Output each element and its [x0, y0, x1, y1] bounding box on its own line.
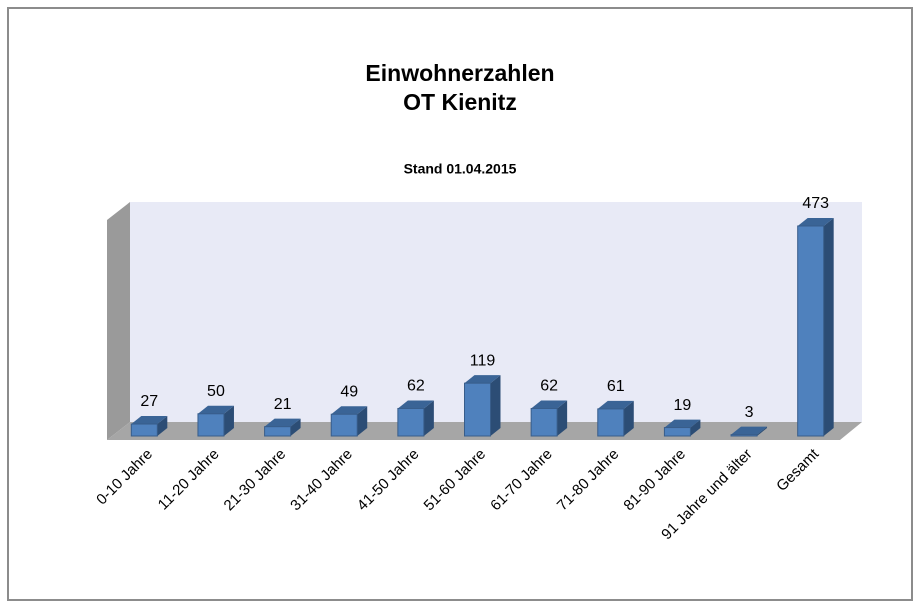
bar	[730, 426, 768, 437]
bar-face	[531, 400, 568, 409]
bar	[130, 416, 168, 437]
back-wall	[130, 202, 862, 422]
bar-face	[597, 400, 634, 409]
bar-face	[597, 408, 625, 437]
bar-face	[664, 419, 701, 428]
bar-face	[397, 400, 434, 409]
bar-face	[264, 426, 292, 437]
value-label: 49	[340, 383, 358, 400]
bar-face	[464, 375, 501, 384]
value-label: 50	[207, 383, 225, 400]
bar-face	[731, 426, 768, 435]
value-label: 62	[540, 378, 558, 395]
bar-face	[797, 217, 834, 226]
bar-face	[623, 400, 634, 436]
bar-face	[264, 418, 301, 427]
value-label: 21	[274, 396, 292, 413]
bar-face	[130, 423, 158, 437]
value-label: 473	[802, 195, 829, 212]
bar	[197, 405, 234, 437]
bar-face	[397, 407, 425, 437]
bar-face	[690, 419, 701, 436]
bar-face	[730, 434, 758, 437]
bar	[330, 406, 368, 437]
value-label: 61	[607, 378, 625, 395]
bar-face	[223, 405, 234, 436]
value-label: 62	[407, 378, 425, 395]
value-label: 119	[470, 352, 496, 369]
bar	[264, 418, 301, 437]
chart-subtitle: Stand 01.04.2015	[404, 161, 517, 177]
bar-face	[330, 413, 358, 437]
bar-face	[757, 426, 768, 436]
chart-title: OT Kienitz	[403, 89, 517, 115]
bar-face	[197, 405, 234, 414]
bar-face	[823, 217, 834, 436]
side-wall	[107, 202, 130, 440]
value-label: 19	[674, 397, 692, 414]
value-label: 3	[745, 404, 754, 421]
bar	[597, 400, 634, 437]
value-label: 27	[140, 393, 158, 410]
bar	[663, 419, 701, 437]
bar	[797, 217, 834, 437]
bar-face	[197, 413, 225, 437]
bar-face	[290, 418, 301, 436]
bar-face	[464, 382, 491, 437]
bar-face	[797, 225, 825, 437]
bar-face	[530, 407, 558, 437]
bar-face	[131, 416, 168, 425]
bar-face	[357, 406, 368, 436]
bar-face	[557, 400, 568, 436]
bar	[464, 375, 501, 437]
bar-face	[157, 416, 168, 436]
bar	[397, 400, 434, 437]
bar-face	[490, 375, 501, 436]
bar	[530, 400, 568, 437]
bar-face	[663, 427, 691, 437]
bar-face	[331, 406, 368, 415]
chart-title: Einwohnerzahlen	[365, 60, 554, 86]
bar-face	[423, 400, 434, 436]
